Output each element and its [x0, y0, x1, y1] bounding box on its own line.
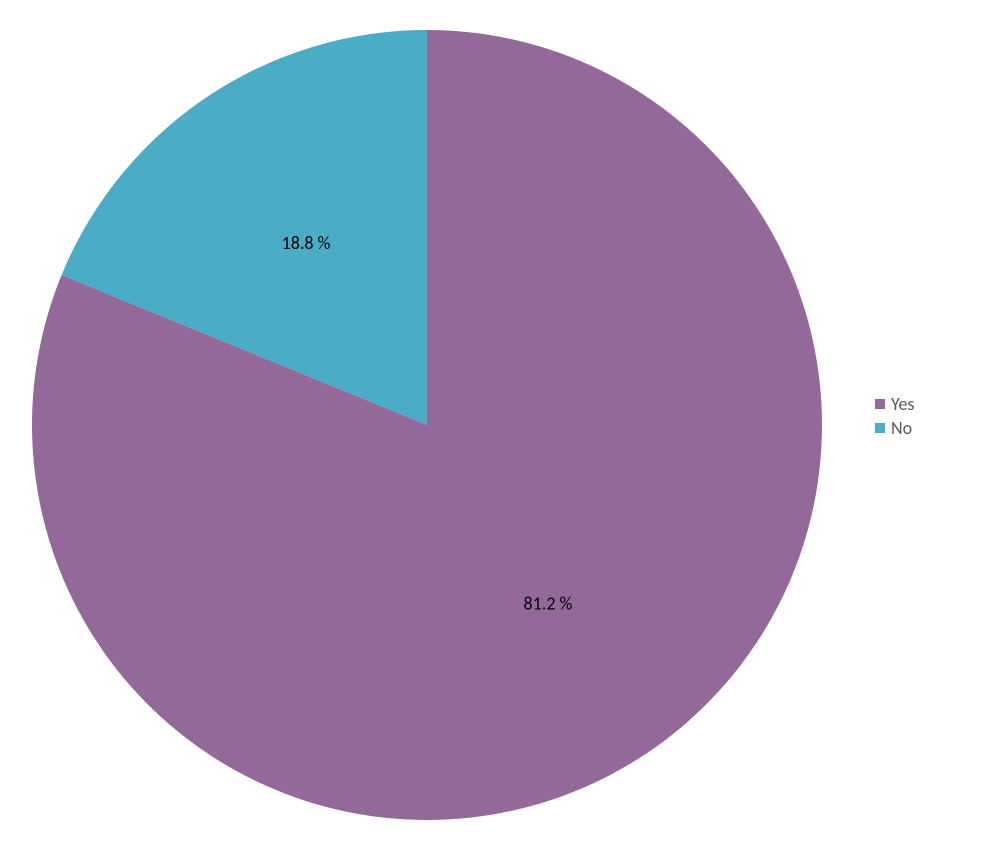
legend-label-no: No — [891, 419, 912, 437]
legend-label-yes: Yes — [891, 395, 914, 413]
legend-item-no: No — [875, 419, 914, 437]
chart-stage: 81.2 % 18.8 % Yes No — [0, 0, 1003, 853]
legend: Yes No — [875, 395, 914, 437]
legend-swatch-no — [875, 423, 885, 433]
legend-swatch-yes — [875, 399, 885, 409]
pie-label-no: 18.8 % — [282, 232, 331, 254]
pie-label-yes: 81.2 % — [524, 593, 573, 615]
pie-chart: 81.2 % 18.8 % — [0, 0, 1003, 853]
legend-item-yes: Yes — [875, 395, 914, 413]
